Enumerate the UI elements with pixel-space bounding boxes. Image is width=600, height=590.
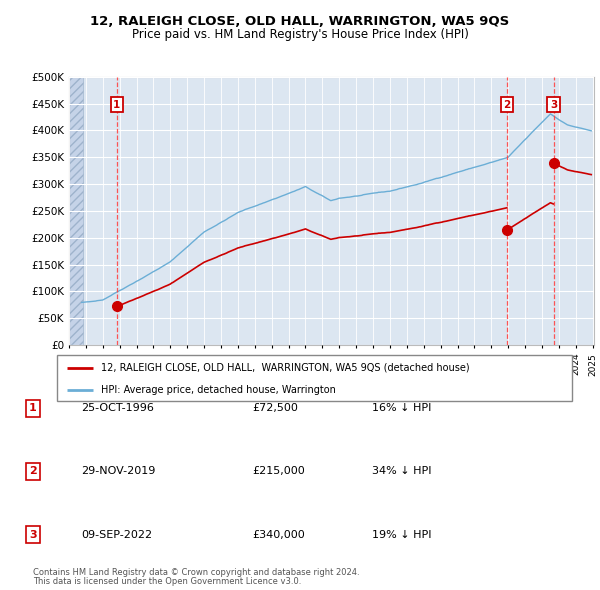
Text: 19% ↓ HPI: 19% ↓ HPI <box>372 530 431 539</box>
Text: HPI: Average price, detached house, Warrington: HPI: Average price, detached house, Warr… <box>101 385 336 395</box>
FancyBboxPatch shape <box>56 355 572 401</box>
Text: 34% ↓ HPI: 34% ↓ HPI <box>372 467 431 476</box>
Text: 29-NOV-2019: 29-NOV-2019 <box>81 467 155 476</box>
Bar <box>69 77 83 345</box>
Text: 1: 1 <box>29 404 37 413</box>
Text: 25-OCT-1996: 25-OCT-1996 <box>81 404 154 413</box>
Text: Contains HM Land Registry data © Crown copyright and database right 2024.: Contains HM Land Registry data © Crown c… <box>33 568 359 577</box>
Text: £340,000: £340,000 <box>252 530 305 539</box>
Text: This data is licensed under the Open Government Licence v3.0.: This data is licensed under the Open Gov… <box>33 578 301 586</box>
Text: 1: 1 <box>113 100 121 110</box>
Text: 12, RALEIGH CLOSE, OLD HALL, WARRINGTON, WA5 9QS: 12, RALEIGH CLOSE, OLD HALL, WARRINGTON,… <box>91 15 509 28</box>
Text: 16% ↓ HPI: 16% ↓ HPI <box>372 404 431 413</box>
Text: £215,000: £215,000 <box>252 467 305 476</box>
Bar <box>69 77 83 345</box>
Text: 2: 2 <box>29 467 37 476</box>
Text: 2: 2 <box>503 100 511 110</box>
Text: 12, RALEIGH CLOSE, OLD HALL,  WARRINGTON, WA5 9QS (detached house): 12, RALEIGH CLOSE, OLD HALL, WARRINGTON,… <box>101 362 470 372</box>
Text: 09-SEP-2022: 09-SEP-2022 <box>81 530 152 539</box>
Text: 3: 3 <box>29 530 37 539</box>
Text: Price paid vs. HM Land Registry's House Price Index (HPI): Price paid vs. HM Land Registry's House … <box>131 28 469 41</box>
Text: 3: 3 <box>550 100 557 110</box>
Text: £72,500: £72,500 <box>252 404 298 413</box>
